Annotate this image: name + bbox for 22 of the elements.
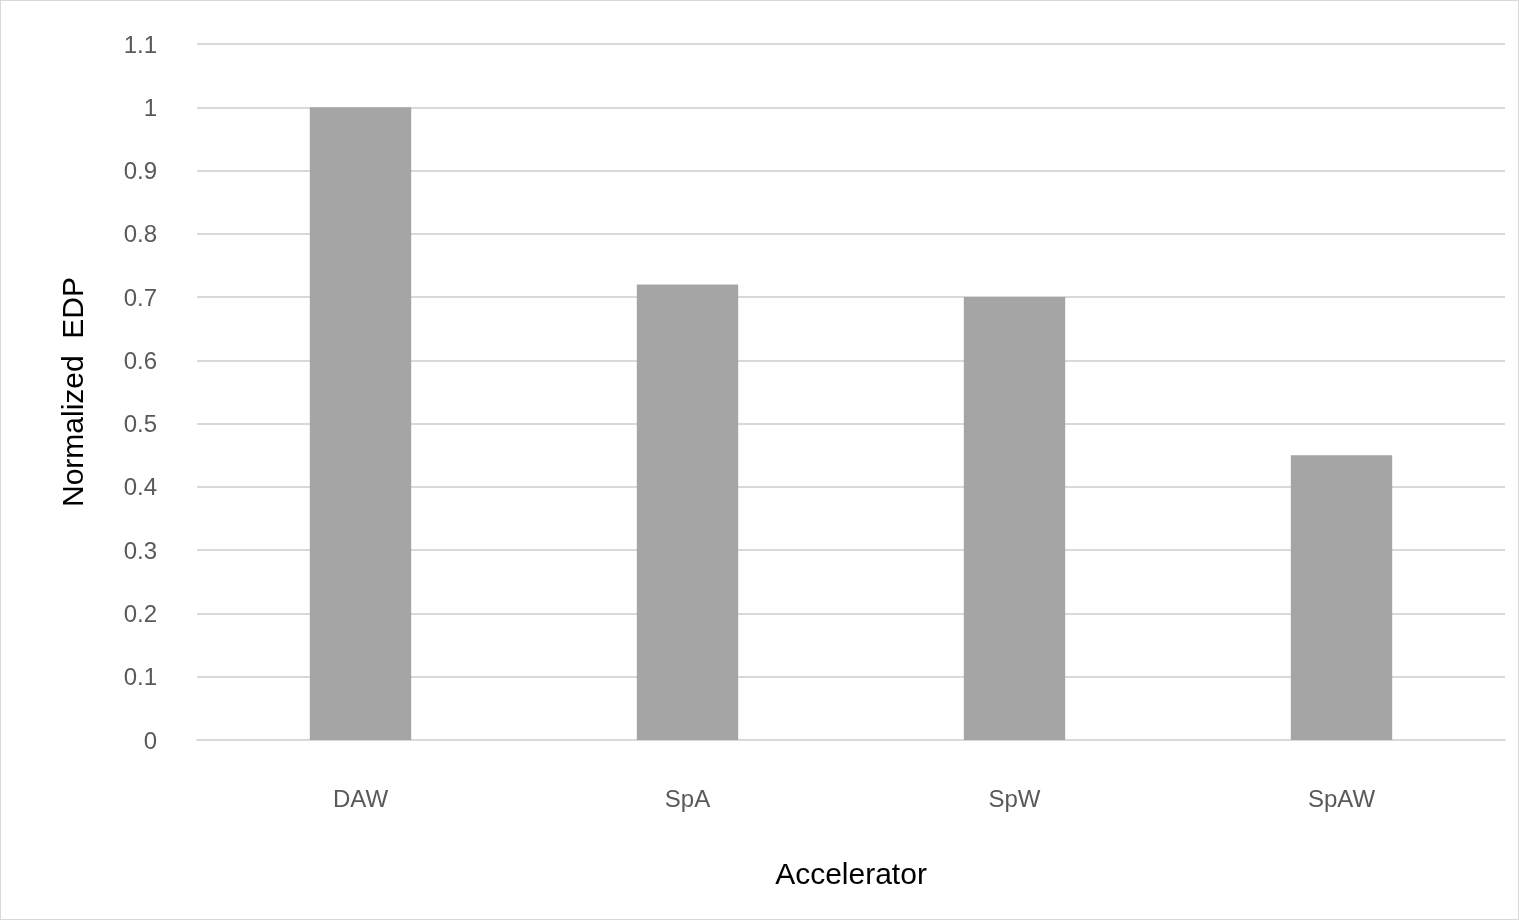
y-tick-label: 0.4 — [123, 473, 157, 501]
y-tick-label: 0 — [143, 726, 157, 754]
x-axis-title: Accelerator — [775, 856, 927, 890]
x-tick-label: SpW — [988, 784, 1041, 812]
y-tick-label: 1 — [143, 93, 157, 121]
y-tick-label: 0.7 — [123, 283, 157, 311]
y-tick-label: 0.9 — [123, 157, 157, 185]
y-axis-title: Normalized EDP — [55, 276, 89, 508]
bar — [1290, 455, 1393, 740]
x-tick-label: SpAW — [1307, 784, 1376, 812]
x-tick-label: DAW — [332, 784, 389, 812]
bar — [636, 284, 739, 740]
bar — [963, 297, 1066, 740]
x-tick-label: SpA — [664, 784, 711, 812]
y-tick-label: 0.5 — [123, 410, 157, 438]
y-tick-label: 1.1 — [123, 30, 157, 58]
y-tick-label: 0.8 — [123, 220, 157, 248]
bar — [309, 107, 412, 740]
y-tick-label: 0.1 — [123, 663, 157, 691]
y-tick-label: 0.3 — [123, 536, 157, 564]
y-tick-label: 0.2 — [123, 599, 157, 627]
y-tick-label: 0.6 — [123, 346, 157, 374]
